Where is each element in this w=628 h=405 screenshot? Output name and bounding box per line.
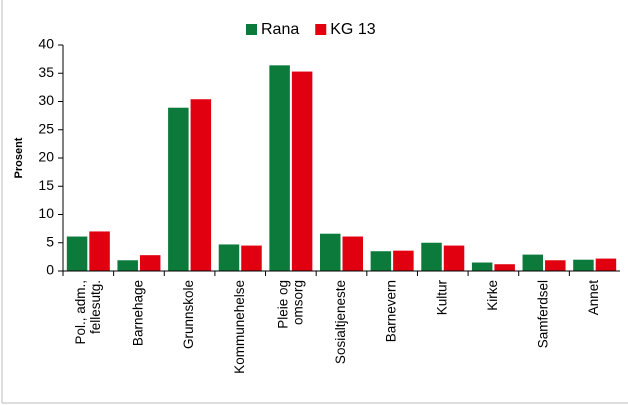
y-tick-label: 35 xyxy=(38,64,54,80)
y-tick-label: 25 xyxy=(38,120,54,136)
bar xyxy=(494,264,515,271)
bar xyxy=(89,231,110,271)
y-tick-label: 30 xyxy=(38,92,54,108)
bar xyxy=(421,242,442,271)
y-axis-title: Prosent xyxy=(13,137,25,178)
legend-label: Rana xyxy=(261,21,299,38)
y-tick-label: 5 xyxy=(46,233,54,249)
bar xyxy=(393,250,414,271)
bar xyxy=(522,254,544,271)
bar xyxy=(342,236,363,271)
bar xyxy=(190,99,212,272)
bar xyxy=(139,255,161,271)
bar xyxy=(291,71,313,272)
y-tick-label: 10 xyxy=(38,205,54,221)
bar xyxy=(573,259,594,271)
bar xyxy=(168,107,189,271)
bar xyxy=(269,65,290,271)
bar xyxy=(320,233,341,271)
y-tick-label: 40 xyxy=(38,36,54,52)
x-tick-label: Kirke xyxy=(485,280,500,311)
x-tick-label: Barnehage xyxy=(131,280,146,346)
x-tick-label: Annet xyxy=(586,280,601,316)
bar xyxy=(218,244,240,271)
legend-swatch xyxy=(315,24,327,35)
x-tick-label: Grunnskole xyxy=(181,280,196,349)
bar xyxy=(117,260,138,271)
bar xyxy=(370,251,392,271)
legend-label: KG 13 xyxy=(330,21,375,38)
legend-swatch xyxy=(246,24,257,35)
bar xyxy=(443,245,465,271)
bar xyxy=(66,236,88,271)
x-tick-label: Pol., adm.,fellesutg. xyxy=(72,280,102,345)
x-tick-label: Barnevern xyxy=(384,280,399,342)
bar xyxy=(471,262,493,271)
bar xyxy=(545,260,566,271)
y-tick-label: 15 xyxy=(38,177,54,193)
y-tick-label: 20 xyxy=(38,149,54,165)
x-tick-label: Sosialtjeneste xyxy=(333,280,348,364)
bar xyxy=(241,245,262,271)
x-tick-label: Pleie ogomsorg xyxy=(275,280,305,329)
y-tick-label: 0 xyxy=(46,262,54,278)
bar xyxy=(595,258,617,271)
x-tick-label: Kommunehelse xyxy=(232,280,247,374)
x-tick-label: Kultur xyxy=(434,280,449,316)
x-tick-label: Samferdsel xyxy=(536,280,551,348)
